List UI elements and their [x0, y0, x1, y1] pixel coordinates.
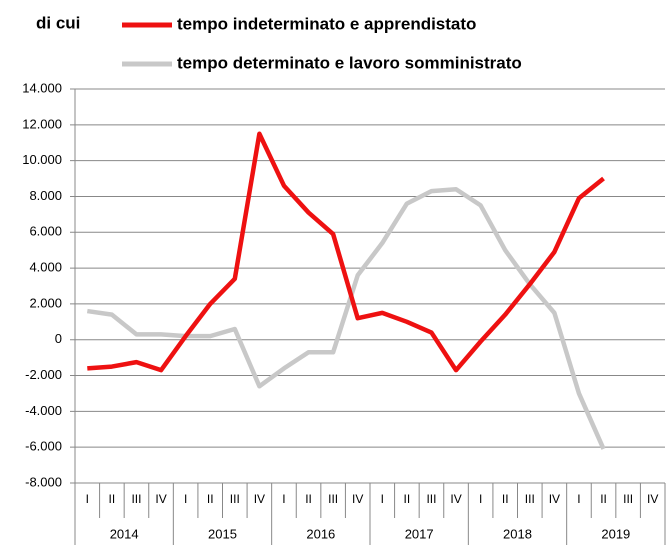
x-tick-label: IV: [647, 492, 658, 506]
x-tick-label: IV: [352, 492, 363, 506]
y-tick-label: 8.000: [29, 188, 62, 203]
year-label: 2019: [601, 526, 630, 541]
legend-title: di cui: [36, 13, 80, 32]
x-tick-label: III: [426, 492, 436, 506]
year-label: 2015: [208, 526, 237, 541]
y-tick-label: -2.000: [25, 367, 62, 382]
x-tick-label: IV: [155, 492, 166, 506]
x-tick-label: I: [86, 492, 89, 506]
y-tick-label: -4.000: [25, 403, 62, 418]
x-tick-label: IV: [450, 492, 461, 506]
x-tick-label: III: [328, 492, 338, 506]
x-tick-label: II: [109, 492, 116, 506]
series-line: [86, 187, 606, 450]
x-tick-label: I: [381, 492, 384, 506]
y-tick-label: 2.000: [29, 295, 62, 310]
x-tick-label: III: [230, 492, 240, 506]
x-tick-label: III: [623, 492, 633, 506]
year-label: 2014: [110, 526, 139, 541]
year-label: 2017: [405, 526, 434, 541]
y-tick-label: 4.000: [29, 260, 62, 275]
x-tick-label: I: [577, 492, 580, 506]
x-tick-label: II: [502, 492, 509, 506]
x-tick-label: I: [479, 492, 482, 506]
year-label: 2016: [306, 526, 335, 541]
x-tick-label: II: [305, 492, 312, 506]
x-tick-label: III: [525, 492, 535, 506]
y-tick-label: 12.000: [22, 116, 62, 131]
legend-label: tempo indeterminato e apprendistato: [177, 14, 476, 33]
y-tick-label: 10.000: [22, 152, 62, 167]
x-tick-label: IV: [254, 492, 265, 506]
y-tick-label: 0: [55, 331, 62, 346]
x-tick-label: II: [404, 492, 411, 506]
y-tick-label: -6.000: [25, 439, 62, 454]
x-tick-label: I: [184, 492, 187, 506]
x-tick-label: II: [207, 492, 214, 506]
series-line: [87, 131, 605, 373]
y-tick-label: 6.000: [29, 224, 62, 239]
x-tick-label: IV: [549, 492, 560, 506]
year-label: 2018: [503, 526, 532, 541]
x-tick-label: II: [600, 492, 607, 506]
legend-label: tempo determinato e lavoro somministrato: [177, 53, 522, 72]
y-tick-label: 14.000: [22, 80, 62, 95]
x-tick-label: III: [131, 492, 141, 506]
y-tick-label: -8.000: [25, 474, 62, 489]
x-tick-label: I: [282, 492, 285, 506]
